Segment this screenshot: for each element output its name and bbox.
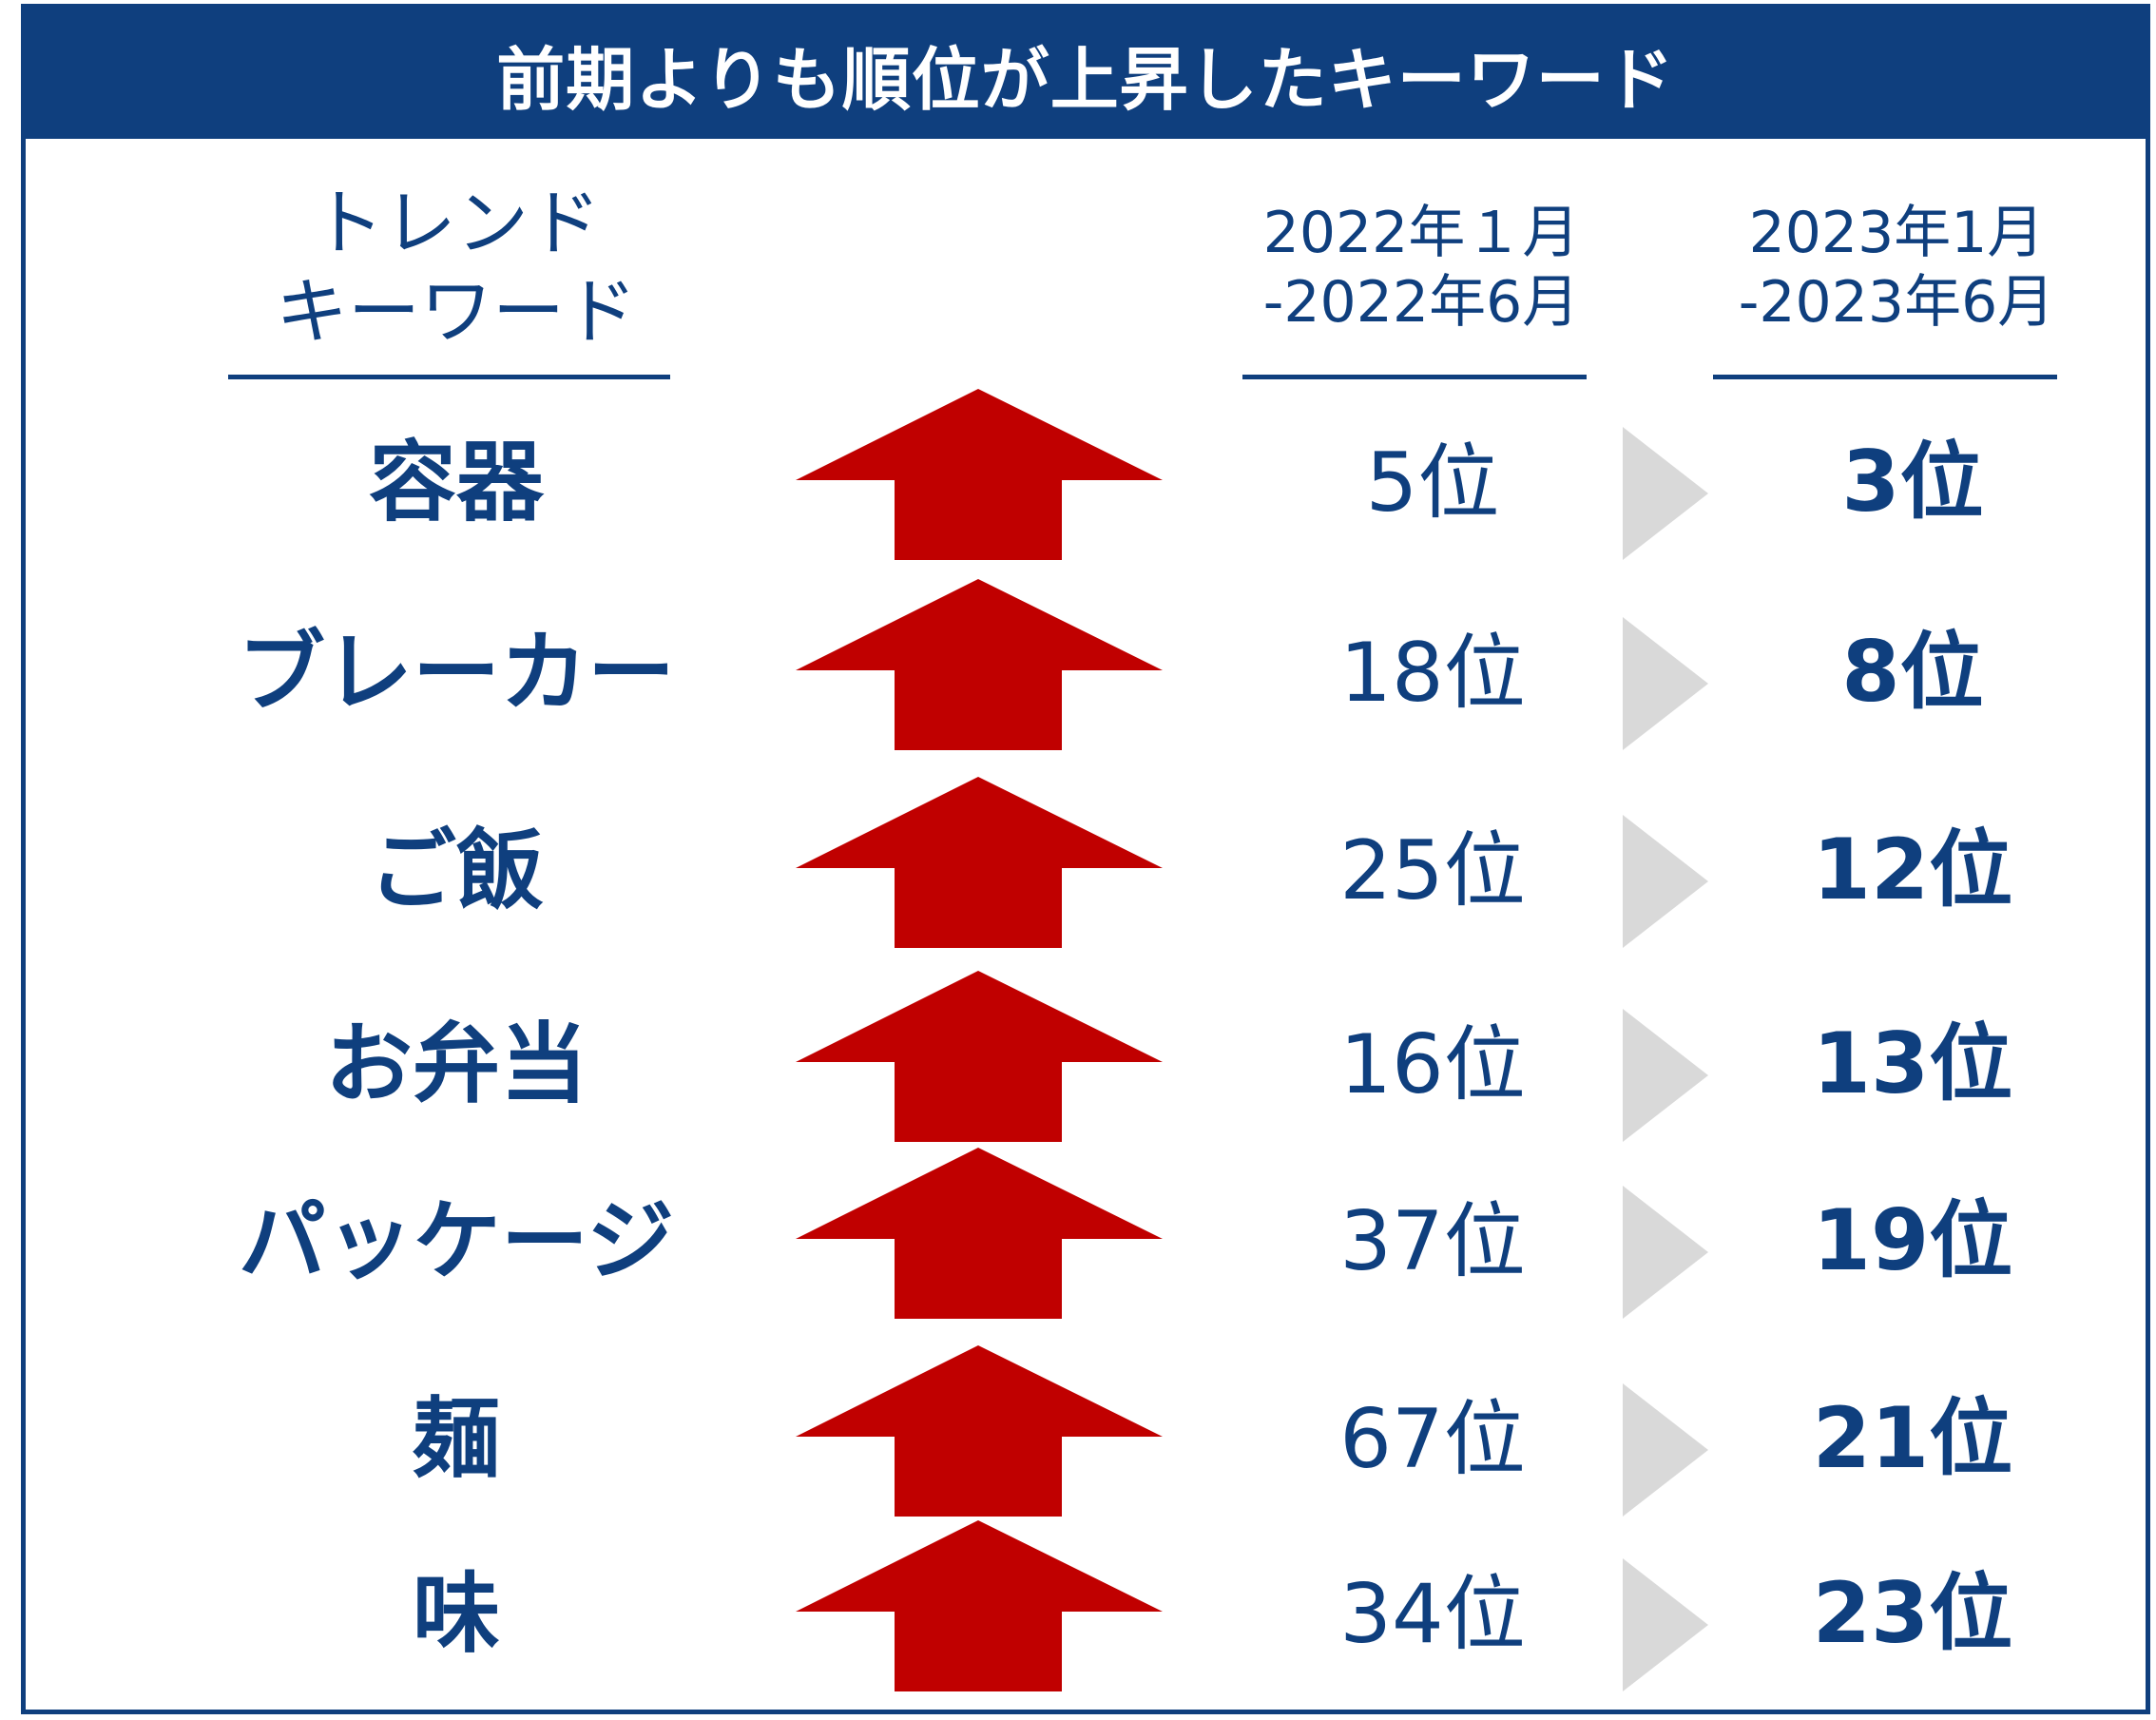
period1-header-line1: 2022年１月 [1262, 200, 1580, 266]
chevron-right-icon [1623, 427, 1708, 560]
row-prev-rank: 25位 [1339, 822, 1526, 918]
ranking-row: 麺 67位 21位 [26, 1345, 2146, 1517]
period2-header-underline [1713, 375, 2057, 379]
chevron-right-icon [1623, 1383, 1708, 1517]
row-prev-rank: 16位 [1339, 1016, 1526, 1112]
up-arrow-icon [796, 777, 1163, 948]
period1-header-underline [1242, 375, 1587, 379]
row-prev-rank: 67位 [1339, 1391, 1526, 1487]
row-keyword: ブレーカー [237, 621, 675, 724]
row-keyword: パッケージ [238, 1189, 675, 1292]
keyword-header-line1: トレンド [312, 181, 601, 265]
row-curr-rank: 19位 [1812, 1190, 2013, 1289]
period1-header-line2: -2022年6月 [1262, 269, 1580, 337]
row-keyword: 麺 [412, 1387, 500, 1490]
row-keyword: 味 [412, 1562, 500, 1665]
ranking-row: ご飯 25位 12位 [26, 777, 2146, 948]
period2-header-line2: -2023年6月 [1738, 269, 2055, 337]
ranking-row: 味 34位 23位 [26, 1520, 2146, 1691]
row-keyword: ご飯 [368, 819, 544, 921]
chevron-right-icon [1623, 1009, 1708, 1142]
up-arrow-icon [796, 971, 1163, 1142]
row-curr-rank: 13位 [1812, 1014, 2013, 1112]
period1-column-header: 2022年１月 -2022年6月 [1222, 199, 1621, 338]
row-curr-rank: 3位 [1841, 432, 1984, 531]
row-prev-rank: 5位 [1365, 435, 1500, 531]
up-arrow-icon [796, 389, 1163, 560]
row-curr-rank: 21位 [1812, 1388, 2013, 1487]
row-curr-rank: 23位 [1812, 1563, 2013, 1662]
keyword-ranking-panel: 前期よりも順位が上昇したキーワード トレンド キーワード 2022年１月 -20… [21, 4, 2150, 1714]
row-prev-rank: 34位 [1339, 1566, 1526, 1662]
row-curr-rank: 8位 [1841, 622, 1984, 721]
keyword-header-line2: キーワード [276, 268, 637, 354]
chevron-right-icon [1623, 815, 1708, 948]
keyword-header-underline [228, 375, 670, 379]
period2-header-line1: 2023年1月 [1748, 200, 2045, 266]
row-prev-rank: 37位 [1339, 1193, 1526, 1289]
up-arrow-icon [796, 1148, 1163, 1319]
ranking-row: パッケージ 37位 19位 [26, 1148, 2146, 1319]
keyword-column-header: トレンド キーワード [228, 180, 684, 356]
ranking-rows: 容器 5位 3位 ブレーカー 18位 8位 ご飯 [26, 9, 2146, 1710]
ranking-row: お弁当 16位 13位 [26, 971, 2146, 1142]
row-curr-rank: 12位 [1812, 820, 2013, 918]
panel-title: 前期よりも順位が上昇したキーワード [26, 9, 2146, 139]
up-arrow-icon [796, 1520, 1163, 1691]
row-keyword: お弁当 [324, 1013, 587, 1115]
up-arrow-icon [796, 1345, 1163, 1517]
up-arrow-icon [796, 579, 1163, 750]
row-prev-rank: 18位 [1339, 625, 1526, 721]
period2-column-header: 2023年1月 -2023年6月 [1697, 199, 2096, 338]
chevron-right-icon [1623, 617, 1708, 750]
ranking-row: 容器 5位 3位 [26, 389, 2146, 560]
ranking-row: ブレーカー 18位 8位 [26, 579, 2146, 750]
chevron-right-icon [1623, 1558, 1708, 1691]
row-keyword: 容器 [368, 431, 544, 533]
chevron-right-icon [1623, 1186, 1708, 1319]
